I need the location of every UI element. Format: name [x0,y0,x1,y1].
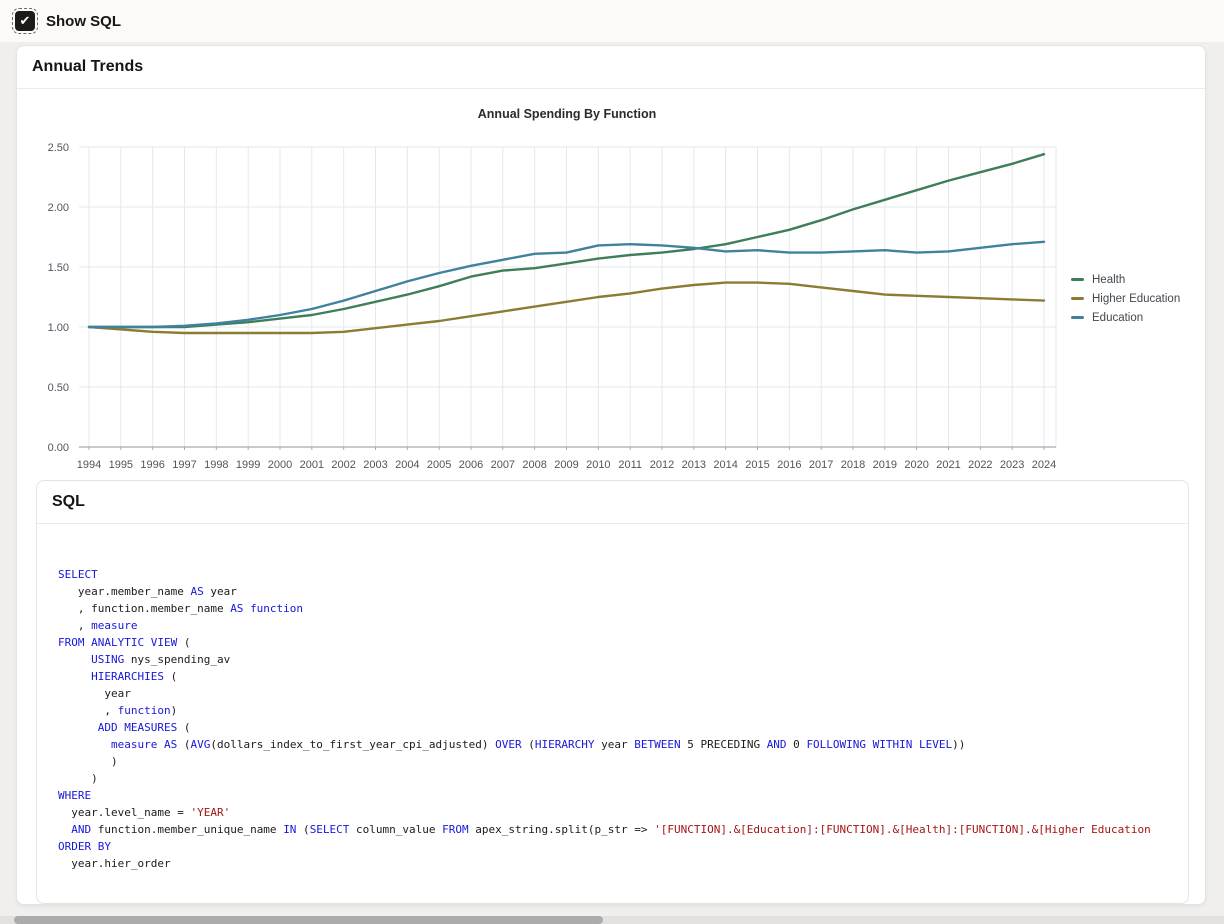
chart-legend: Health Higher Education Education [1071,270,1180,327]
svg-text:2007: 2007 [491,459,515,471]
checkmark-icon: ✔ [19,13,31,28]
sql-title: SQL [52,493,85,510]
svg-text:2010: 2010 [586,459,610,471]
svg-text:2002: 2002 [331,459,355,471]
legend-label: Health [1092,273,1126,286]
svg-text:0.00: 0.00 [48,442,69,454]
svg-text:2016: 2016 [777,459,801,471]
svg-text:2020: 2020 [904,459,928,471]
svg-text:2.00: 2.00 [48,202,69,214]
sql-line: measure AS (AVG(dollars_index_to_first_y… [110,738,966,751]
sql-header: SQL [37,481,1188,524]
svg-text:2003: 2003 [363,459,387,471]
horizontal-scrollbar-thumb[interactable] [14,916,603,924]
svg-text:2004: 2004 [395,459,419,471]
svg-text:2000: 2000 [268,459,292,471]
svg-text:2019: 2019 [873,459,897,471]
horizontal-scrollbar-track[interactable] [0,916,1224,924]
svg-text:1995: 1995 [109,459,133,471]
svg-text:2024: 2024 [1032,459,1056,471]
sql-line: year.hier_order [58,857,171,870]
annual-trends-header: Annual Trends [17,46,1205,89]
svg-text:0.50: 0.50 [48,382,69,394]
sql-line: ADD MEASURES ( [97,721,191,734]
sql-line: FROM ANALYTIC VIEW ( [58,636,191,649]
sql-line: WHERE [58,789,92,802]
top-toolbar: ✔ Show SQL [0,0,1224,42]
svg-text:2023: 2023 [1000,459,1024,471]
legend-item-health[interactable]: Health [1071,270,1180,289]
legend-label: Higher Education [1092,292,1181,305]
sql-card: SQL SELECT year.member_name AS year , fu… [36,480,1189,904]
svg-text:2014: 2014 [713,459,737,471]
svg-text:2001: 2001 [300,459,324,471]
legend-swatch-icon [1071,278,1084,281]
svg-text:2005: 2005 [427,459,451,471]
svg-text:2015: 2015 [745,459,769,471]
show-sql-checkbox[interactable]: ✔ [12,8,38,34]
svg-text:2006: 2006 [459,459,483,471]
legend-item-higher-education[interactable]: Higher Education [1071,289,1180,308]
legend-item-education[interactable]: Education [1071,308,1180,327]
chart-title: Annual Spending By Function [477,107,657,121]
svg-text:2018: 2018 [841,459,865,471]
sql-line: ORDER BY [58,840,111,853]
svg-text:2009: 2009 [554,459,578,471]
sql-line: year [58,687,131,700]
svg-text:1999: 1999 [236,459,260,471]
svg-text:2021: 2021 [936,459,960,471]
sql-line: , function) [58,704,178,717]
svg-text:2017: 2017 [809,459,833,471]
chart-region: Annual Spending By Function 0.00 0.50 1.00… [17,90,1205,482]
sql-code-block: SELECT year.member_name AS year , functi… [58,566,1178,895]
sql-line: ) [58,755,118,768]
annual-trends-title: Annual Trends [32,58,144,75]
svg-text:2.50: 2.50 [48,142,69,154]
sql-line: USING nys_spending_av [91,653,231,666]
svg-text:1996: 1996 [140,459,164,471]
svg-text:2013: 2013 [682,459,706,471]
svg-text:2022: 2022 [968,459,992,471]
svg-text:1994: 1994 [77,459,101,471]
spending-line-chart: 0.00 0.50 1.00 1.50 2.00 2.50 1994 1995 1996 1997… [48,142,1057,471]
sql-line: ) [58,772,98,785]
svg-text:1997: 1997 [172,459,196,471]
sql-line: , function.member_name AS function [58,602,304,615]
svg-text:1.50: 1.50 [48,262,69,274]
legend-label: Education [1092,311,1144,324]
annual-trends-card: Annual Trends Annual Spending By Functio… [16,45,1206,905]
sql-line: year.member_name AS year [58,585,237,598]
svg-text:2011: 2011 [618,459,642,471]
sql-line: year.level_name = 'YEAR' [58,806,231,819]
legend-swatch-icon [1071,316,1084,319]
svg-text:1998: 1998 [204,459,228,471]
sql-line: AND function.member_unique_name IN (SELE… [71,823,1151,836]
sql-line: , measure [58,619,138,632]
svg-text:2012: 2012 [650,459,674,471]
sql-line: SELECT [58,568,98,581]
svg-text:1.00: 1.00 [48,322,69,334]
sql-line: HIERARCHIES ( [91,670,178,683]
show-sql-label[interactable]: Show SQL [46,12,121,30]
legend-swatch-icon [1071,297,1084,300]
svg-text:2008: 2008 [522,459,546,471]
